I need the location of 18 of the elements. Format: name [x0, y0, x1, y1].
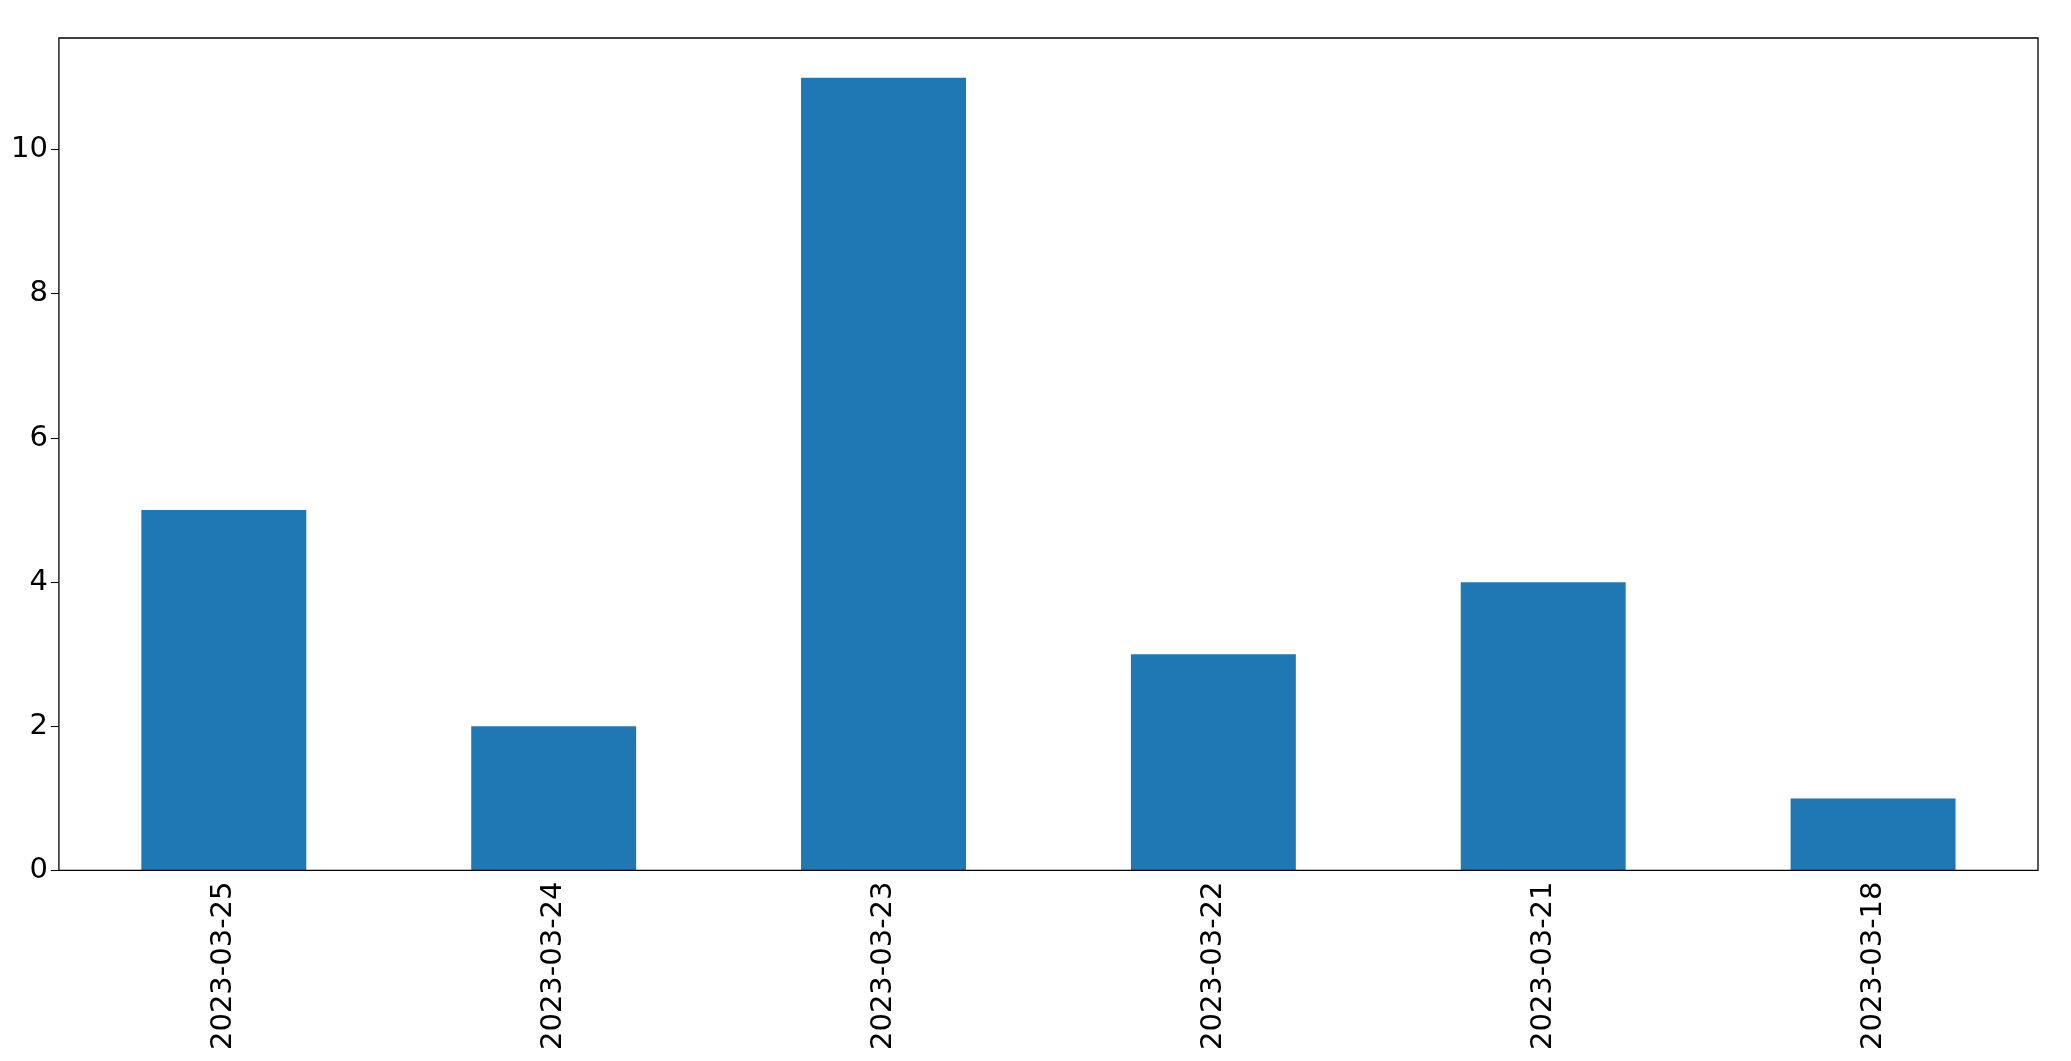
x-tick-label: 2023-03-21 [1523, 881, 1558, 1051]
bar [471, 726, 637, 870]
y-tick-label: 10 [11, 130, 48, 165]
x-tick-label: 2023-03-23 [864, 881, 899, 1051]
y-tick-label: 2 [29, 706, 48, 741]
bar [1460, 582, 1626, 870]
x-tick-label: 2023-03-25 [204, 881, 239, 1051]
bar [801, 77, 966, 870]
y-tick-label: 8 [29, 274, 48, 309]
x-tick-label: 2023-03-22 [1193, 881, 1228, 1051]
y-tick-label: 0 [29, 851, 48, 885]
bar [1130, 654, 1296, 870]
bar [1790, 798, 1956, 870]
x-tick-label: 2023-03-24 [534, 881, 569, 1051]
y-tick-label: 4 [29, 562, 48, 597]
y-tick-label: 6 [29, 418, 48, 453]
x-tick-label: 2023-03-18 [1853, 881, 1888, 1051]
bar [141, 510, 307, 870]
